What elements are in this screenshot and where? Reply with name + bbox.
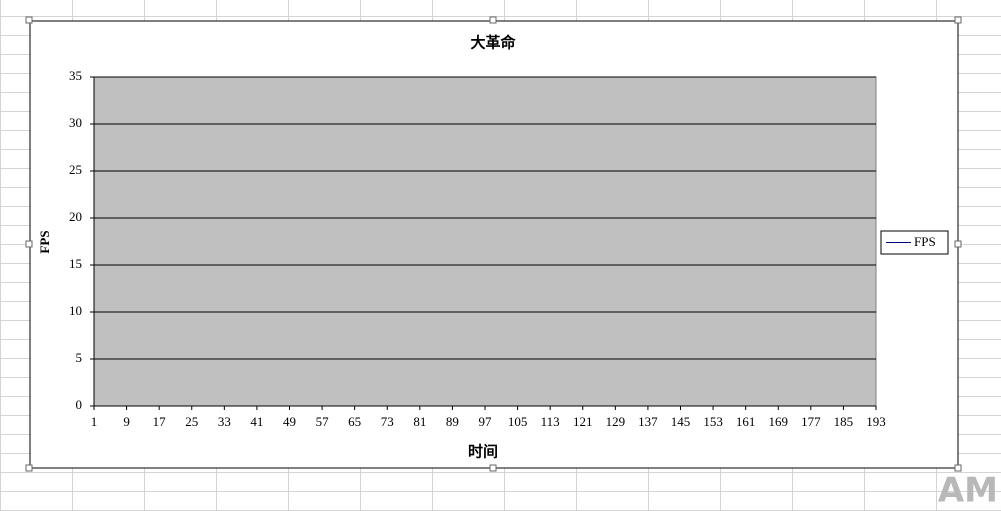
legend-label: FPS xyxy=(914,234,936,249)
legend xyxy=(880,230,949,255)
x-tick-label: 17 xyxy=(153,414,167,429)
x-tick-label: 49 xyxy=(283,414,296,429)
x-axis-title: 时间 xyxy=(468,443,498,461)
x-tick-label: 177 xyxy=(801,414,821,429)
x-tick-label: 41 xyxy=(250,414,263,429)
x-tick-label: 113 xyxy=(541,414,560,429)
x-tick-label: 73 xyxy=(381,414,394,429)
chart-title: 大革命 xyxy=(470,34,516,52)
x-tick-label: 129 xyxy=(606,414,626,429)
x-tick-label: 97 xyxy=(479,414,493,429)
x-tick-label: 185 xyxy=(834,414,854,429)
x-tick-label: 33 xyxy=(218,414,231,429)
x-tick-label: 89 xyxy=(446,414,459,429)
x-tick-label: 121 xyxy=(573,414,593,429)
x-tick-label: 25 xyxy=(185,414,198,429)
x-tick-label: 1 xyxy=(91,414,98,429)
x-tick-label: 169 xyxy=(769,414,789,429)
y-axis-title: FPS xyxy=(37,230,52,253)
y-tick-label: 0 xyxy=(76,397,83,412)
y-tick-label: 25 xyxy=(69,162,82,177)
y-tick-label: 20 xyxy=(69,209,82,224)
x-tick-label: 145 xyxy=(671,414,691,429)
y-tick-label: 10 xyxy=(69,303,82,318)
plot-area xyxy=(93,76,877,407)
x-tick-label: 193 xyxy=(866,414,886,429)
x-tick-label: 161 xyxy=(736,414,756,429)
watermark: AMD xyxy=(938,471,1001,511)
x-tick-label: 81 xyxy=(413,414,426,429)
handles xyxy=(25,16,962,472)
x-tick-label: 9 xyxy=(123,414,130,429)
y-tick-label: 35 xyxy=(69,68,82,83)
x-tick-label: 65 xyxy=(348,414,361,429)
x-tick-label: 105 xyxy=(508,414,528,429)
y-tick-label: 15 xyxy=(69,256,82,271)
x-tick-label: 153 xyxy=(703,414,723,429)
x-tick-label: 57 xyxy=(316,414,330,429)
y-tick-label: 5 xyxy=(76,350,83,365)
y-tick-label: 30 xyxy=(69,115,82,130)
x-tick-label: 137 xyxy=(638,414,658,429)
